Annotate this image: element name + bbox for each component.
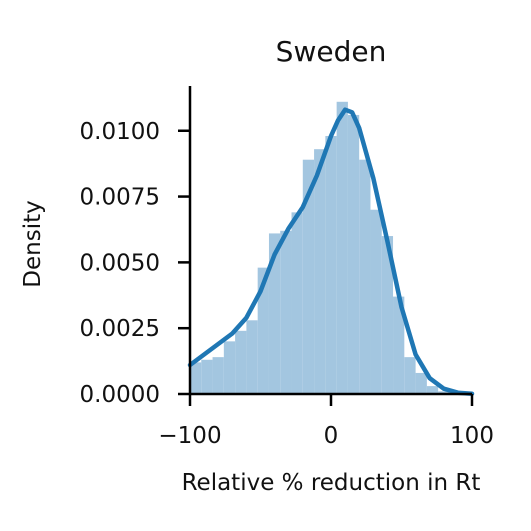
x-axis-ticks: −100 0 100 xyxy=(158,394,494,449)
histogram-bar xyxy=(426,386,439,394)
chart-title: Sweden xyxy=(276,35,387,68)
histogram-bar xyxy=(359,159,371,394)
y-tick-label: 0.0075 xyxy=(80,185,160,211)
kde-line xyxy=(187,107,475,396)
histogram-bar xyxy=(257,267,269,394)
histogram-bar xyxy=(347,114,360,394)
histogram-bar xyxy=(336,101,348,395)
histogram-bar xyxy=(280,230,292,394)
histogram-bar xyxy=(201,359,213,394)
histogram-bar xyxy=(438,391,450,394)
y-axis-ticks: 0.0000 0.0025 0.0050 0.0075 0.0100 xyxy=(80,119,190,408)
y-tick-label: 0.0100 xyxy=(80,119,160,145)
x-axis-label: Relative % reduction in Rt xyxy=(182,470,481,496)
histogram-bar xyxy=(314,149,326,394)
histogram-bar xyxy=(235,330,247,394)
histogram-bars xyxy=(190,101,450,395)
histogram-bar xyxy=(246,320,258,394)
histogram-bar xyxy=(325,136,337,394)
x-tick-label: −100 xyxy=(158,423,221,449)
y-tick-label: 0.0000 xyxy=(80,382,160,408)
y-tick-label: 0.0025 xyxy=(80,316,160,342)
histogram-bar xyxy=(393,296,405,394)
y-tick-label: 0.0050 xyxy=(80,250,160,276)
x-tick-label: 100 xyxy=(450,423,494,449)
histogram-bar xyxy=(415,372,427,394)
histogram-bar xyxy=(370,209,382,394)
histogram-bar xyxy=(381,236,394,394)
histogram-bar xyxy=(190,362,202,394)
histogram-bar xyxy=(223,341,236,394)
x-tick-label: 0 xyxy=(324,423,339,449)
y-axis-label: Density xyxy=(20,200,46,287)
histogram-bar xyxy=(291,212,303,394)
histogram-bar xyxy=(404,357,416,394)
histogram-bar xyxy=(212,357,224,394)
histogram-bar xyxy=(268,233,281,394)
histogram-bar xyxy=(302,159,315,394)
